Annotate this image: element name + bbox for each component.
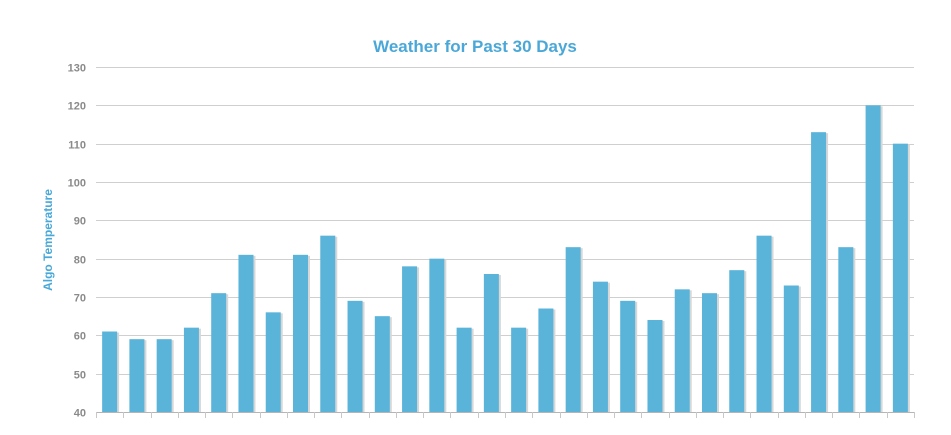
bar[interactable] xyxy=(647,320,663,412)
bar[interactable] xyxy=(183,327,199,412)
bar[interactable] xyxy=(320,235,336,412)
bar[interactable] xyxy=(838,247,854,412)
y-tick-label: 110 xyxy=(68,140,86,152)
bar[interactable] xyxy=(511,327,527,412)
chart-title: Weather for Past 30 Days xyxy=(373,37,577,56)
bar[interactable] xyxy=(538,308,554,413)
y-tick-label: 90 xyxy=(74,216,86,228)
y-tick-label: 120 xyxy=(68,101,86,113)
bar[interactable] xyxy=(620,300,636,412)
grid-lines xyxy=(96,67,914,413)
y-tick-label: 60 xyxy=(74,331,86,343)
bar[interactable] xyxy=(483,274,499,412)
y-axis-ticks: 40 50 60 70 80 90 100 110 120 130 xyxy=(68,63,86,420)
bar[interactable] xyxy=(456,327,472,412)
y-tick-label: 130 xyxy=(68,63,86,75)
bar[interactable] xyxy=(702,293,717,412)
bar[interactable] xyxy=(592,281,608,412)
bar[interactable] xyxy=(402,266,418,412)
bar[interactable] xyxy=(756,235,772,412)
bar[interactable] xyxy=(565,247,581,412)
bar[interactable] xyxy=(211,293,227,412)
bar[interactable] xyxy=(865,105,881,412)
y-axis-label: Algo Temperature xyxy=(41,189,55,291)
y-tick-label: 40 xyxy=(74,408,86,420)
bar[interactable] xyxy=(347,300,363,412)
y-tick-label: 80 xyxy=(74,255,86,267)
bar[interactable] xyxy=(102,331,118,413)
bar[interactable] xyxy=(374,316,390,412)
bar[interactable] xyxy=(729,270,745,412)
bar[interactable] xyxy=(238,254,254,412)
bar[interactable] xyxy=(783,285,799,413)
bar[interactable] xyxy=(293,254,308,412)
bar[interactable] xyxy=(129,339,145,412)
bar[interactable] xyxy=(811,132,827,412)
y-tick-label: 50 xyxy=(74,370,86,382)
bar[interactable] xyxy=(156,339,172,412)
bar[interactable] xyxy=(892,143,908,412)
y-tick-label: 100 xyxy=(68,178,86,190)
x-axis-ticks xyxy=(96,412,915,418)
bar[interactable] xyxy=(265,312,281,412)
bar[interactable] xyxy=(674,289,690,412)
y-tick-label: 70 xyxy=(74,293,86,305)
bar[interactable] xyxy=(429,258,445,412)
bars xyxy=(102,105,910,412)
